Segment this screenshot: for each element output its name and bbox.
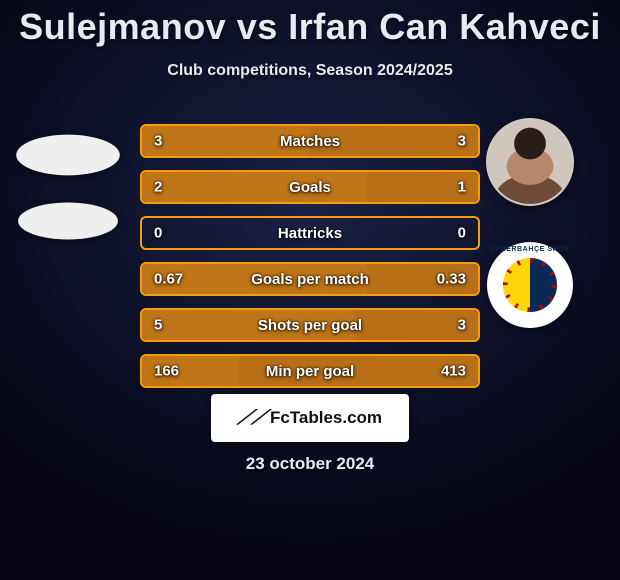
stat-row: 2 Goals 1 (140, 170, 480, 204)
page-title: Sulejmanov vs Irfan Can Kahveci (0, 0, 620, 48)
stat-label: Goals (289, 179, 331, 196)
stat-value-left: 0.67 (154, 271, 183, 288)
stat-value-right: 3 (458, 317, 466, 334)
date-text: 23 october 2024 (0, 454, 620, 474)
stat-label: Hattricks (278, 225, 342, 242)
branding-swoosh-icon: ⟋⟋ (236, 407, 268, 430)
stat-label: Matches (280, 133, 340, 150)
stat-label: Min per goal (266, 363, 354, 380)
stat-value-left: 166 (154, 363, 179, 380)
player-left-club-placeholder (18, 203, 118, 240)
stat-value-left: 0 (154, 225, 162, 242)
stat-value-right: 413 (441, 363, 466, 380)
player-right-club-crest: FENERBAHÇE SPOR (487, 242, 573, 328)
stat-value-left: 2 (154, 179, 162, 196)
stat-row: 0 Hattricks 0 (140, 216, 480, 250)
stat-value-right: 3 (458, 133, 466, 150)
stat-value-right: 0 (458, 225, 466, 242)
branding-text: FcTables.com (270, 408, 382, 428)
stat-row: 5 Shots per goal 3 (140, 308, 480, 342)
face-icon (488, 120, 572, 204)
player-right-column: FENERBAHÇE SPOR (470, 118, 590, 328)
stat-label: Goals per match (251, 271, 369, 288)
stat-label: Shots per goal (258, 317, 362, 334)
page-subtitle: Club competitions, Season 2024/2025 (0, 62, 620, 80)
stat-fill-left (142, 172, 367, 202)
stat-value-left: 3 (154, 133, 162, 150)
stat-row: 3 Matches 3 (140, 124, 480, 158)
branding-badge: ⟋⟋ FcTables.com (211, 394, 409, 442)
stat-value-right: 0.33 (437, 271, 466, 288)
stat-row: 166 Min per goal 413 (140, 354, 480, 388)
player-right-avatar (486, 118, 574, 206)
content-root: Sulejmanov vs Irfan Can Kahveci Club com… (0, 0, 620, 580)
player-left-column (8, 118, 128, 258)
stat-bars: 3 Matches 3 2 Goals 1 0 Hattricks 0 0.67 Goals per… (140, 124, 480, 388)
stat-value-left: 5 (154, 317, 162, 334)
stat-value-right: 1 (458, 179, 466, 196)
comparison-block: 3 Matches 3 2 Goals 1 0 Hattricks 0 0.67 Goals per… (0, 118, 620, 388)
stat-row: 0.67 Goals per match 0.33 (140, 262, 480, 296)
crest-inner-icon (503, 258, 556, 311)
player-left-avatar-placeholder (16, 135, 120, 176)
